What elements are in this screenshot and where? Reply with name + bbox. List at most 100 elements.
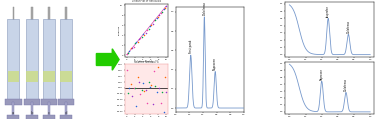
Bar — [41, 99, 57, 105]
Point — [147, 86, 153, 88]
Point — [155, 16, 161, 18]
Point — [128, 47, 134, 49]
Point — [162, 76, 168, 78]
Point — [146, 81, 152, 83]
Bar — [7, 115, 19, 119]
Point — [141, 90, 147, 92]
Point — [125, 52, 131, 54]
Point — [161, 111, 167, 113]
X-axis label: Concentration: Concentration — [139, 61, 154, 62]
Bar — [60, 115, 72, 119]
Bar — [60, 71, 72, 82]
Point — [141, 34, 147, 36]
Point — [146, 28, 152, 30]
Bar — [31, 7, 33, 20]
Point — [156, 87, 163, 89]
Point — [162, 7, 168, 9]
Point — [137, 94, 143, 95]
Text: Diclofenac: Diclofenac — [202, 1, 206, 15]
Point — [151, 19, 157, 21]
Bar — [26, 19, 38, 100]
Bar — [60, 19, 72, 100]
Text: a: a — [12, 111, 14, 115]
Bar — [12, 102, 14, 115]
Point — [152, 19, 158, 21]
Point — [144, 29, 150, 31]
Point — [159, 11, 165, 13]
Point — [130, 87, 136, 89]
Text: d: d — [65, 111, 67, 115]
Point — [143, 89, 149, 91]
Point — [133, 41, 139, 43]
Point — [154, 91, 160, 93]
Text: b: b — [31, 111, 33, 115]
Text: Naproxen: Naproxen — [213, 57, 217, 70]
Bar — [26, 71, 38, 82]
Point — [140, 82, 146, 84]
Point — [140, 33, 146, 35]
Bar — [31, 102, 33, 115]
Point — [132, 87, 138, 89]
Text: Naproxen: Naproxen — [320, 68, 324, 80]
Point — [158, 102, 164, 104]
Point — [136, 38, 142, 40]
Point — [124, 53, 130, 55]
Bar — [48, 102, 50, 115]
Text: Ibuprofen: Ibuprofen — [326, 5, 330, 17]
Text: Diclofenac: Diclofenac — [344, 78, 348, 91]
Point — [124, 69, 130, 71]
Bar — [12, 7, 14, 20]
Point — [144, 102, 150, 104]
Point — [135, 76, 141, 78]
Bar — [43, 71, 55, 82]
Bar — [65, 102, 67, 115]
Text: c: c — [48, 111, 50, 115]
Point — [163, 91, 169, 93]
Y-axis label: Response: Response — [118, 25, 119, 35]
Text: Diclofenac: Diclofenac — [346, 20, 350, 33]
Point — [148, 84, 154, 86]
Point — [150, 23, 156, 25]
Point — [126, 50, 132, 52]
Point — [137, 37, 143, 39]
Point — [128, 83, 134, 84]
Point — [156, 14, 163, 16]
Point — [129, 95, 135, 97]
Point — [143, 32, 149, 34]
Point — [150, 103, 156, 105]
Point — [148, 24, 154, 26]
Point — [154, 17, 160, 19]
Bar — [48, 7, 50, 20]
Point — [152, 85, 158, 87]
FancyArrow shape — [210, 49, 232, 70]
Point — [133, 105, 139, 107]
Point — [155, 66, 161, 67]
Bar — [43, 19, 55, 100]
Point — [129, 47, 135, 49]
Point — [125, 92, 131, 94]
Point — [132, 42, 138, 44]
Point — [126, 87, 132, 89]
Bar — [24, 99, 40, 105]
Title: Linear Plot of Residuals: Linear Plot of Residuals — [132, 0, 161, 3]
Point — [135, 41, 141, 43]
Text: First peak: First peak — [189, 40, 193, 53]
Bar — [8, 71, 19, 82]
Point — [161, 8, 167, 10]
Bar — [65, 7, 67, 20]
Bar — [7, 19, 19, 100]
Point — [136, 81, 142, 82]
Title: Relative Residual/%: Relative Residual/% — [134, 60, 159, 64]
Point — [151, 70, 157, 72]
Point — [147, 25, 153, 27]
Point — [130, 46, 136, 47]
Point — [139, 89, 145, 91]
Bar — [58, 99, 74, 105]
FancyArrow shape — [96, 49, 119, 70]
Bar — [43, 115, 55, 119]
Point — [139, 36, 145, 38]
Bar — [26, 115, 38, 119]
Bar — [5, 99, 22, 105]
Point — [159, 91, 165, 93]
Point — [163, 5, 169, 7]
